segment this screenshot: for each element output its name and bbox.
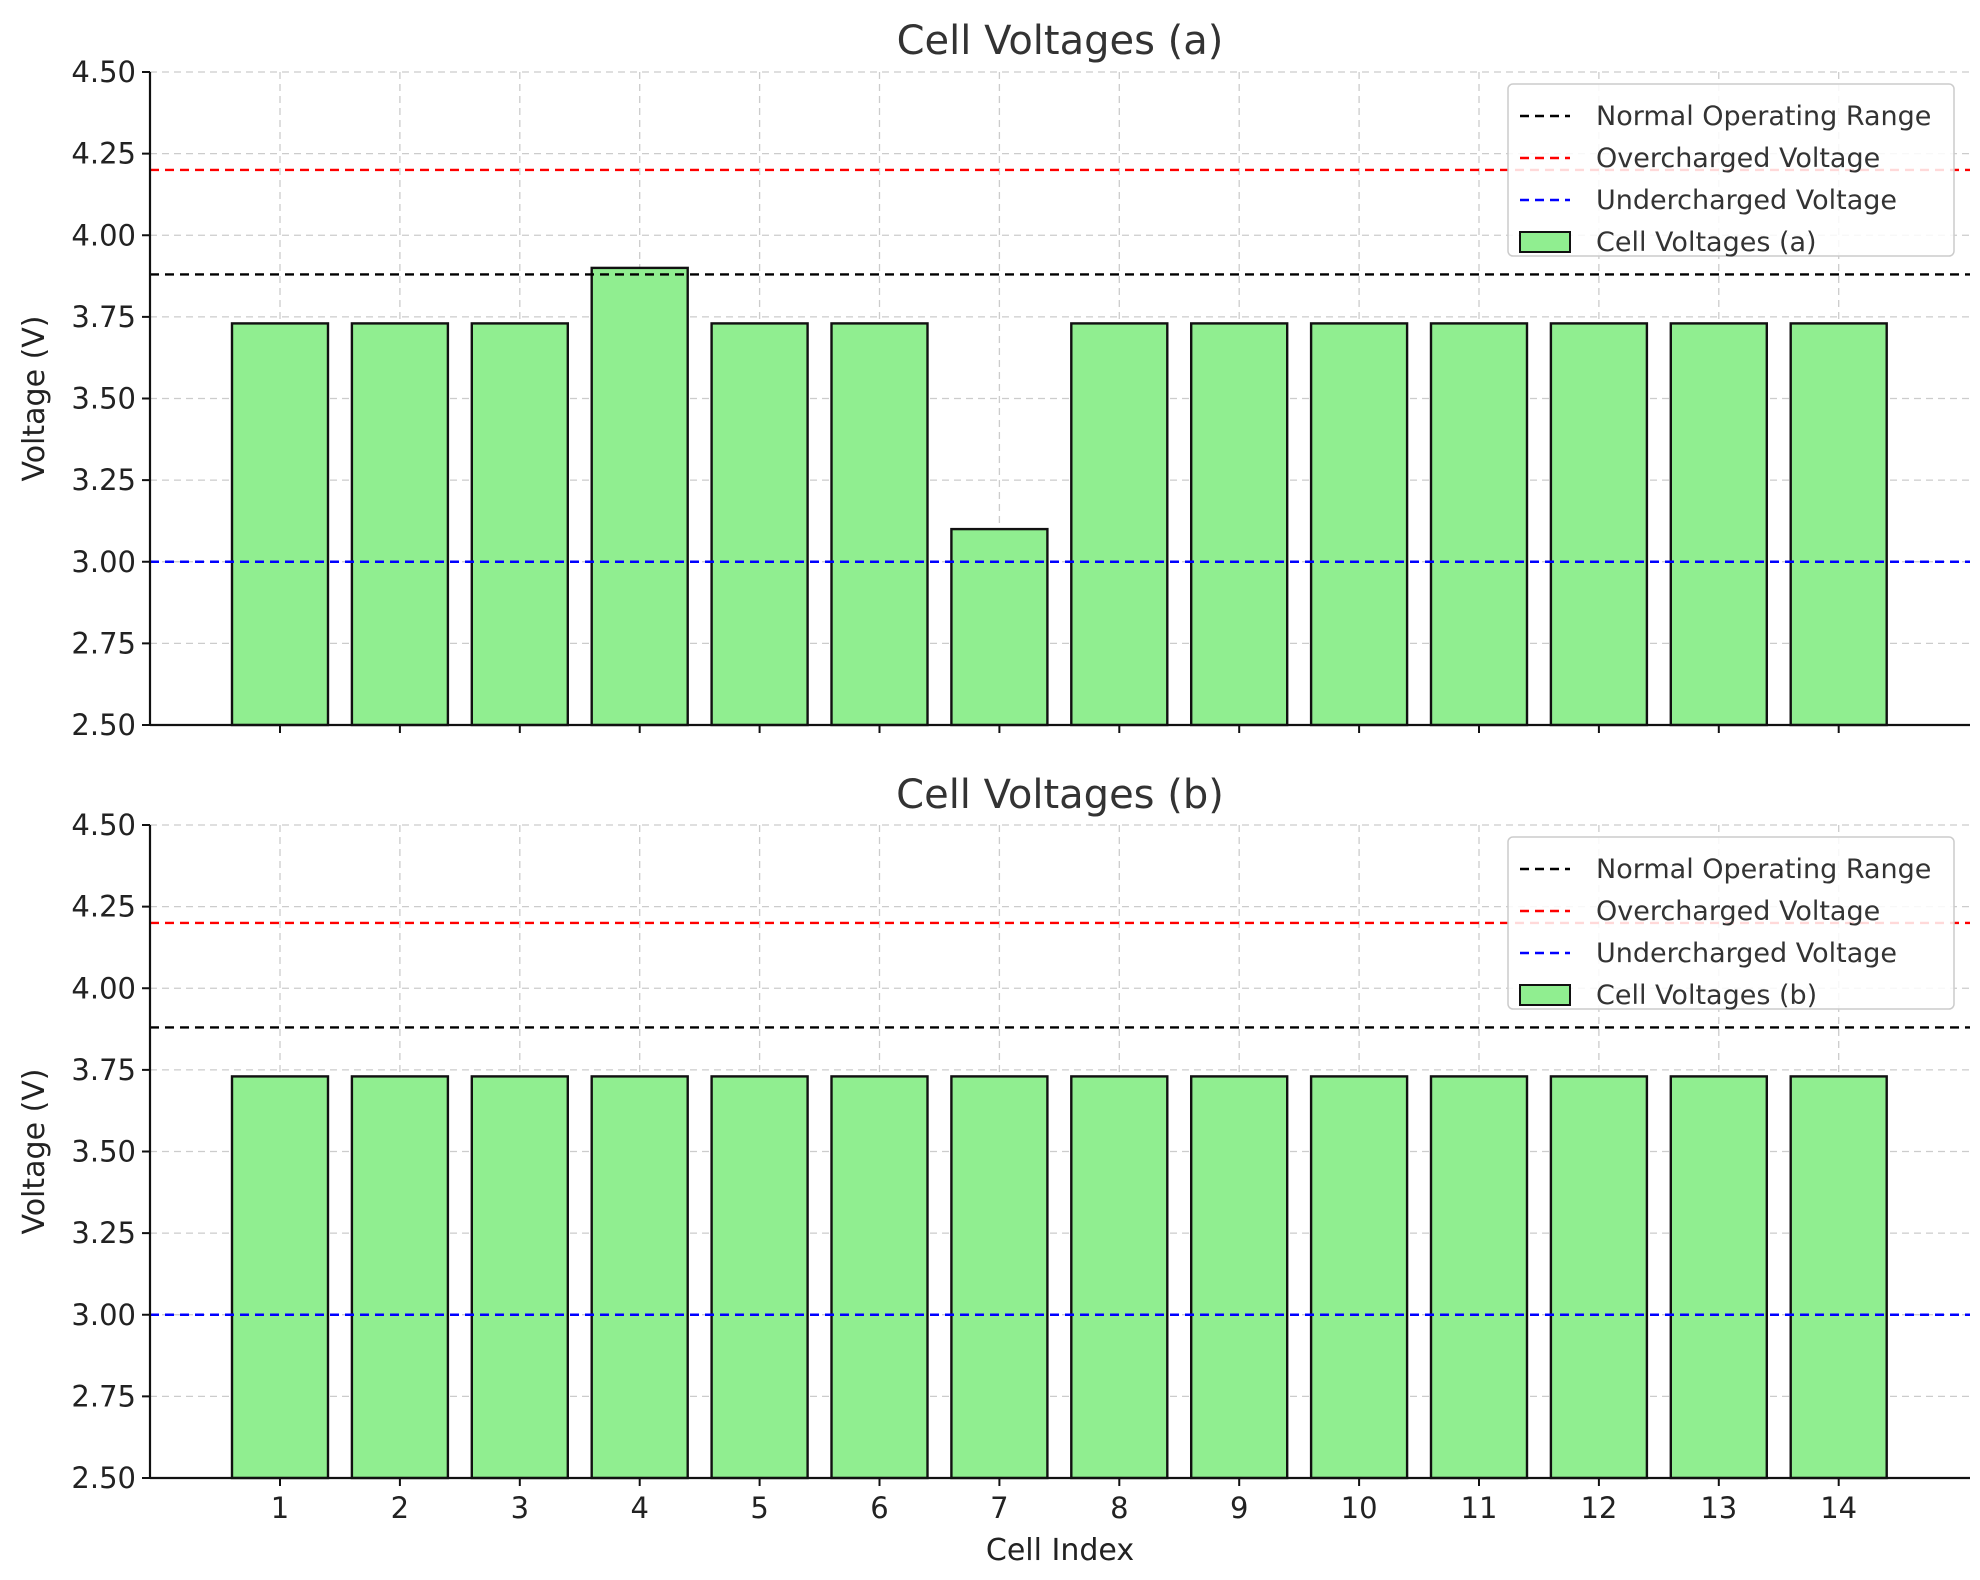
y-axis-label: Voltage (V) xyxy=(17,1069,52,1235)
x-tick-label: 2 xyxy=(391,1491,409,1525)
chart-title: Cell Voltages (a) xyxy=(897,18,1224,64)
x-tick-label: 11 xyxy=(1461,1491,1498,1525)
y-tick-label: 2.50 xyxy=(71,1461,136,1495)
bar-cell-2 xyxy=(350,1075,450,1480)
legend: Normal Operating Range Overcharged Voltag… xyxy=(1507,836,1955,1011)
y-tick-label: 4.50 xyxy=(71,808,136,842)
bar-cell-5 xyxy=(710,1075,809,1480)
x-tick-label: 13 xyxy=(1700,1491,1737,1525)
legend-label: Cell Voltages (a) xyxy=(1596,227,1817,258)
chart-panel-a: 2.50 2.75 3.00 3.25 3.50 3.75 4.00 4.25 4.50 Cell… xyxy=(17,18,1970,742)
x-tick-label: 5 xyxy=(750,1491,768,1525)
y-tick-label: 4.00 xyxy=(71,218,136,252)
y-tick-label: 3.25 xyxy=(71,1216,136,1250)
y-tick-label: 3.75 xyxy=(71,1053,136,1087)
legend-label: Overcharged Voltage xyxy=(1596,143,1880,174)
x-tick-label: 1 xyxy=(271,1491,289,1525)
bar-cell-11 xyxy=(1429,1075,1529,1480)
bar-cell-13 xyxy=(1669,1075,1769,1480)
x-axis-label: Cell Index xyxy=(986,1533,1134,1568)
x-tick-label: 9 xyxy=(1230,1491,1248,1525)
x-tick-label: 12 xyxy=(1580,1491,1617,1525)
bar-cell-7 xyxy=(950,527,1049,727)
y-tick-label: 3.25 xyxy=(71,463,136,497)
bar-cell-10 xyxy=(1309,1075,1409,1480)
bar-cell-6 xyxy=(830,322,929,727)
x-tick-label: 6 xyxy=(870,1491,888,1525)
y-axis-label: Voltage (V) xyxy=(17,316,52,482)
legend-label: Overcharged Voltage xyxy=(1596,896,1880,927)
bar-cell-10 xyxy=(1309,322,1409,727)
chart-panel-b: 2.502.753.003.253.503.754.004.254.501 2 3 4… xyxy=(17,772,1970,1568)
bar-cell-5 xyxy=(710,322,809,727)
y-tick-label: 2.50 xyxy=(71,708,136,742)
legend-frame xyxy=(1507,83,1955,257)
legend-label: Normal Operating Range xyxy=(1596,854,1931,885)
y-tick-label: 4.50 xyxy=(71,55,136,89)
bar-cell-7 xyxy=(950,1075,1049,1480)
bar-cell-3 xyxy=(470,1075,569,1480)
y-tick-label: 4.25 xyxy=(71,890,136,924)
bar-cell-11 xyxy=(1429,322,1529,727)
x-tick-label: 3 xyxy=(511,1491,529,1525)
y-tick-label: 3.50 xyxy=(71,382,136,416)
legend-label: Cell Voltages (b) xyxy=(1596,980,1817,1011)
x-tick-label: 4 xyxy=(630,1491,648,1525)
bar-cell-2 xyxy=(350,322,450,727)
bar-cell-14 xyxy=(1789,322,1888,727)
bar-cell-9 xyxy=(1189,1075,1289,1480)
x-tick-label: 14 xyxy=(1820,1491,1857,1525)
y-tick-label: 2.75 xyxy=(71,1379,136,1413)
y-tick-label: 3.75 xyxy=(71,300,136,334)
legend: Normal Operating Range Overcharged Voltag… xyxy=(1507,83,1955,258)
bar-cell-6 xyxy=(830,1075,929,1480)
legend-swatch-bar xyxy=(1519,984,1571,1006)
y-tick-label: 2.75 xyxy=(71,626,136,660)
bar-cell-1 xyxy=(230,1075,330,1480)
x-tick-label: 7 xyxy=(990,1491,1008,1525)
chart-title: Cell Voltages (b) xyxy=(896,772,1224,818)
legend-label: Undercharged Voltage xyxy=(1596,938,1897,969)
bar-cell-1 xyxy=(230,322,330,727)
bar-cell-12 xyxy=(1549,1075,1649,1480)
y-tick-label: 4.00 xyxy=(71,971,136,1005)
bar-cell-13 xyxy=(1669,322,1769,727)
bar-cell-4 xyxy=(590,1075,689,1480)
y-tick-label: 3.00 xyxy=(71,545,136,579)
y-tick-label: 3.50 xyxy=(71,1135,136,1169)
y-tick-label: 3.00 xyxy=(71,1298,136,1332)
x-tick-label: 8 xyxy=(1110,1491,1128,1525)
legend-label: Normal Operating Range xyxy=(1596,101,1931,132)
legend-swatch-bar xyxy=(1519,231,1571,253)
legend-frame xyxy=(1507,836,1955,1010)
bar-cell-14 xyxy=(1789,1075,1888,1480)
x-tick-label: 10 xyxy=(1341,1491,1378,1525)
bar-cell-8 xyxy=(1070,1075,1169,1480)
bar-cell-4 xyxy=(590,266,689,727)
bar-cell-3 xyxy=(470,322,569,727)
bar-cell-8 xyxy=(1070,322,1169,727)
y-tick-label: 4.25 xyxy=(71,137,136,171)
bar-cell-12 xyxy=(1549,322,1649,727)
bar-cell-9 xyxy=(1189,322,1289,727)
legend-label: Undercharged Voltage xyxy=(1596,185,1897,216)
